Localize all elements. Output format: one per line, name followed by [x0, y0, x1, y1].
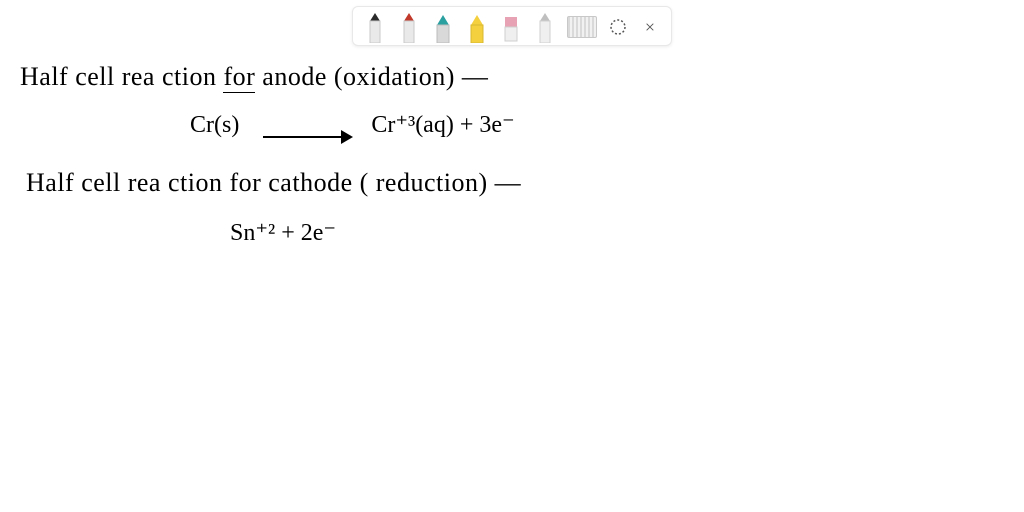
highlighter-yellow-icon[interactable] [465, 11, 489, 43]
equation-2: Sn⁺² + 2e⁻ [230, 218, 336, 247]
eq1-lhs: Cr(s) [190, 112, 239, 138]
equation-1: Cr(s) Cr⁺³(aq) + 3e⁻ [190, 110, 515, 139]
lasso-select-icon[interactable] [607, 16, 629, 38]
pen-black-icon[interactable] [363, 11, 387, 43]
pencil-grey-icon[interactable] [533, 11, 557, 43]
arrow-icon [263, 126, 353, 127]
line1-part-a: Half cell rea ction [20, 62, 223, 91]
text-line-2: Half cell rea ction for cathode ( reduct… [26, 168, 521, 198]
pen-red-icon[interactable] [397, 11, 421, 43]
eraser-icon[interactable] [499, 11, 523, 43]
drawing-toolbar: × [352, 6, 672, 46]
highlighter-teal-icon[interactable] [431, 11, 455, 43]
line1-part-b: for [223, 62, 255, 93]
eq1-rhs: Cr⁺³(aq) + 3e⁻ [371, 112, 514, 138]
line1-part-c: anode (oxidation) — [255, 62, 488, 91]
text-line-1: Half cell rea ction for anode (oxidation… [20, 62, 488, 92]
ruler-icon[interactable] [567, 16, 597, 38]
close-icon[interactable]: × [639, 16, 661, 38]
